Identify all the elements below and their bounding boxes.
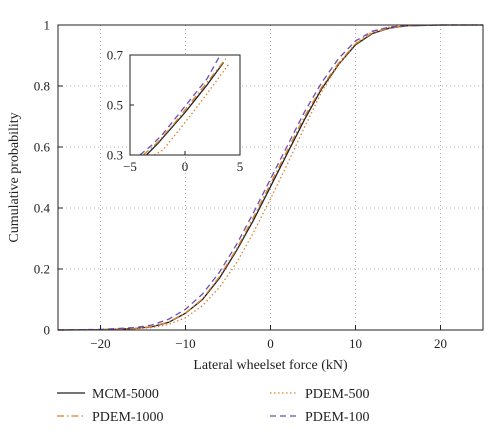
inset-zoom-plot: −5 0 5 0.3 0.5 0.7 bbox=[107, 48, 244, 175]
legend-label: PDEM-500 bbox=[305, 387, 370, 402]
y-tick-label: 0.8 bbox=[34, 79, 50, 94]
inset-series bbox=[139, 55, 230, 155]
series-line-pdem-100 bbox=[57, 24, 483, 331]
legend-item-pdem-1000: PDEM-1000 bbox=[57, 410, 164, 425]
legend-item-mcm-5000: MCM-5000 bbox=[57, 387, 159, 402]
x-tick-label: 20 bbox=[434, 336, 447, 351]
y-tick-label: 0.6 bbox=[34, 140, 51, 155]
series-lines bbox=[57, 24, 483, 331]
inset-x-tick-label: 5 bbox=[237, 159, 244, 174]
y-axis-label: Cumulative probability bbox=[7, 112, 22, 242]
inset-x-tick-label: −5 bbox=[123, 159, 137, 174]
legend-label: PDEM-100 bbox=[305, 410, 370, 425]
x-tick-label: 10 bbox=[349, 336, 362, 351]
y-tick-label: 1 bbox=[44, 18, 51, 33]
x-tick-label: −20 bbox=[90, 336, 110, 351]
inset-line-pdem-500 bbox=[153, 63, 230, 155]
x-axis-label: Lateral wheelset force (kN) bbox=[193, 358, 348, 373]
x-tick-label: 0 bbox=[267, 336, 274, 351]
legend-item-pdem-100: PDEM-100 bbox=[270, 410, 370, 425]
legend-item-pdem-500: PDEM-500 bbox=[270, 387, 370, 402]
series-line-pdem-1000 bbox=[57, 24, 483, 331]
grid bbox=[58, 24, 483, 331]
inset-y-tick-label: 0.5 bbox=[107, 98, 123, 113]
y-tick-label: 0.4 bbox=[34, 201, 51, 216]
legend-label: MCM-5000 bbox=[92, 387, 159, 402]
legend: MCM-5000 PDEM-500 PDEM-1000 PDEM-100 bbox=[57, 387, 370, 425]
inset-y-tick-label: 0.3 bbox=[107, 148, 123, 163]
axis-ticks: −20 −10 0 10 20 0 0.2 0.4 0.6 0.8 1 bbox=[34, 18, 447, 352]
inset-background bbox=[130, 55, 240, 155]
x-tick-label: −10 bbox=[175, 336, 195, 351]
inset-y-tick-label: 0.7 bbox=[107, 48, 124, 63]
inset-line-pdem-1000 bbox=[142, 58, 227, 155]
inset-line-mcm-5000 bbox=[146, 62, 225, 155]
y-tick-label: 0.2 bbox=[34, 262, 50, 277]
legend-label: PDEM-1000 bbox=[92, 410, 164, 425]
y-tick-label: 0 bbox=[44, 323, 51, 338]
inset-x-tick-label: 0 bbox=[182, 159, 189, 174]
series-line-pdem-500 bbox=[57, 24, 483, 331]
